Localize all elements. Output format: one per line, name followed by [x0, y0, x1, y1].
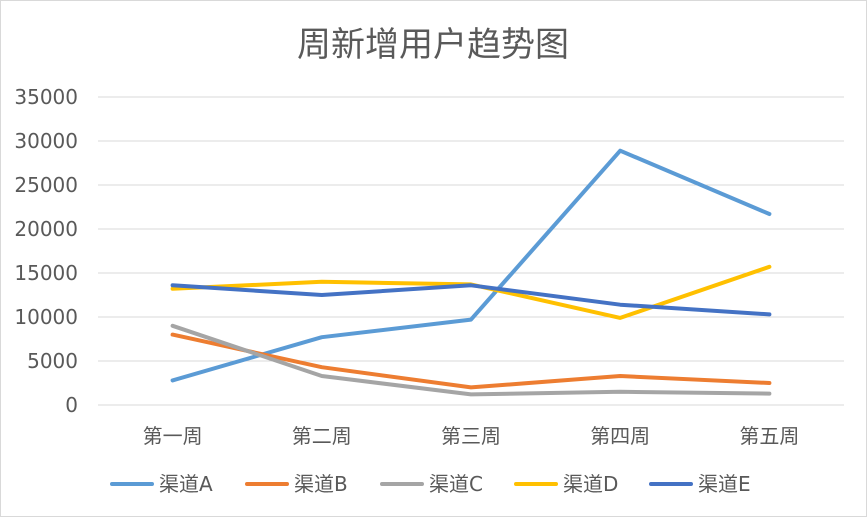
legend-label: 渠道D [563, 472, 618, 496]
legend-label: 渠道C [429, 472, 483, 496]
legend-item: 渠道C [380, 472, 483, 496]
y-tick-label: 35000 [14, 85, 78, 109]
series-lines [170, 148, 772, 397]
legend-label: 渠道E [698, 472, 751, 496]
y-tick-label: 10000 [14, 305, 78, 329]
series-line-1 [170, 148, 772, 383]
series-line-3 [170, 323, 772, 397]
y-tick-label: 5000 [27, 349, 78, 373]
y-tick-label: 0 [65, 393, 78, 417]
y-axis-tick-labels: 0 5000 10000 15000 20000 25000 30000 35000 [14, 85, 78, 417]
series-line-2 [170, 332, 772, 390]
x-axis-tick-labels: 第一周 第二周 第三周 第四周 第五周 [143, 424, 800, 448]
x-tick-label: 第二周 [292, 424, 352, 448]
y-tick-label: 20000 [14, 217, 78, 241]
legend-item: 渠道B [245, 472, 348, 496]
x-tick-label: 第一周 [143, 424, 203, 448]
series-line-5 [170, 283, 772, 317]
y-tick-label: 25000 [14, 173, 78, 197]
gridlines [98, 96, 844, 406]
legend-label: 渠道B [294, 472, 348, 496]
y-tick-label: 15000 [14, 261, 78, 285]
legend-item: 渠道D [514, 472, 618, 496]
y-tick-label: 30000 [14, 129, 78, 153]
legend: 渠道A 渠道B 渠道C 渠道D 渠道E [110, 472, 751, 496]
x-tick-label: 第四周 [590, 424, 650, 448]
x-tick-label: 第五周 [739, 424, 799, 448]
x-tick-label: 第三周 [441, 424, 501, 448]
legend-label: 渠道A [159, 472, 213, 496]
legend-item: 渠道E [649, 472, 751, 496]
legend-item: 渠道A [110, 472, 213, 496]
chart-title: 周新增用户趋势图 [297, 25, 569, 65]
